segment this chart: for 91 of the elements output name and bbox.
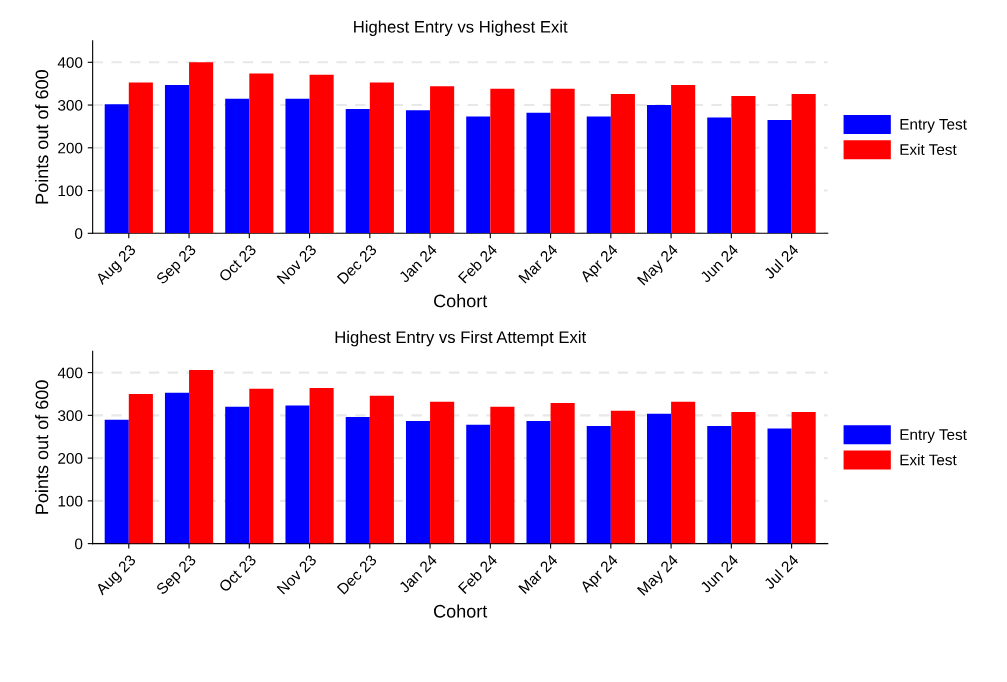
bar bbox=[285, 98, 310, 234]
x-tick-label: Jul 24 bbox=[762, 243, 800, 280]
bar bbox=[225, 406, 250, 544]
x-tick-label: Jan 24 bbox=[398, 243, 438, 284]
x-tick-label: Mar 24 bbox=[518, 553, 559, 595]
bar bbox=[707, 426, 732, 544]
bar bbox=[285, 405, 310, 544]
x-tick-label: Aug 23 bbox=[94, 554, 139, 598]
x-tick-label: May 24 bbox=[636, 553, 681, 598]
bar bbox=[610, 93, 635, 234]
bar bbox=[164, 84, 190, 234]
legend-label: Exit Test bbox=[900, 143, 957, 155]
bar bbox=[369, 82, 394, 234]
bar bbox=[104, 104, 129, 234]
x-tick-label: Feb 24 bbox=[457, 553, 498, 595]
bar bbox=[550, 88, 575, 234]
bar bbox=[189, 370, 214, 544]
x-tick-label: Oct 23 bbox=[218, 243, 257, 283]
bar bbox=[707, 117, 732, 234]
x-tick-label: Nov 23 bbox=[276, 243, 318, 285]
y-tick-label: 200 bbox=[58, 142, 83, 154]
bar bbox=[430, 86, 455, 234]
bar bbox=[526, 420, 551, 544]
bar bbox=[345, 417, 370, 544]
x-tick-label: Dec 23 bbox=[336, 554, 378, 595]
x-tick-label: Aug 23 bbox=[94, 243, 139, 288]
bar bbox=[791, 93, 816, 234]
x-tick-label: Mar 24 bbox=[518, 243, 559, 284]
bar bbox=[164, 392, 190, 544]
bar bbox=[309, 388, 334, 544]
chart-title: Highest Entry vs First Attempt Exit bbox=[335, 330, 587, 347]
legend-label: Exit Test bbox=[900, 454, 957, 466]
bar bbox=[249, 388, 274, 544]
x-tick-label: Apr 24 bbox=[579, 553, 621, 596]
legend-label: Entry Test bbox=[900, 119, 967, 133]
y-axis-title: Points out of 600 bbox=[35, 380, 49, 514]
chart-title: Highest Entry vs Highest Exit bbox=[354, 20, 568, 37]
bar bbox=[405, 110, 431, 234]
y-tick-label: 300 bbox=[58, 410, 83, 422]
y-tick-label: 200 bbox=[58, 452, 83, 464]
bar bbox=[767, 120, 792, 234]
bar bbox=[791, 411, 816, 544]
bar bbox=[767, 428, 792, 544]
bar bbox=[586, 426, 611, 544]
y-tick-label: 400 bbox=[57, 57, 83, 68]
x-tick-label: Jan 24 bbox=[398, 553, 438, 594]
bar bbox=[189, 62, 214, 234]
bar bbox=[466, 424, 491, 544]
y-tick-label: 100 bbox=[58, 185, 83, 197]
bar bbox=[646, 413, 672, 544]
bar bbox=[309, 74, 334, 234]
y-tick-label: 100 bbox=[58, 495, 83, 507]
x-tick-label: Jun 24 bbox=[699, 243, 739, 284]
bar bbox=[128, 82, 153, 234]
x-tick-label: Apr 24 bbox=[579, 243, 621, 285]
bar bbox=[490, 406, 515, 544]
x-axis-title: Cohort bbox=[434, 294, 488, 308]
bar bbox=[249, 73, 274, 234]
bar bbox=[586, 116, 611, 234]
y-tick-label: 0 bbox=[75, 538, 83, 550]
bar bbox=[550, 402, 575, 544]
bar bbox=[610, 410, 635, 544]
x-tick-label: Dec 23 bbox=[336, 243, 378, 285]
bar bbox=[128, 393, 153, 544]
bar bbox=[345, 108, 370, 234]
y-tick-label: 400 bbox=[57, 367, 83, 379]
bar bbox=[671, 84, 696, 234]
bar bbox=[731, 96, 756, 234]
x-tick-label: Jun 24 bbox=[699, 553, 739, 594]
bar bbox=[490, 88, 515, 234]
bar bbox=[731, 411, 756, 544]
x-tick-label: Nov 23 bbox=[276, 554, 318, 595]
x-tick-label: Sep 23 bbox=[155, 554, 199, 598]
x-tick-label: Jul 24 bbox=[762, 553, 800, 590]
x-tick-label: Feb 24 bbox=[457, 243, 498, 284]
bar bbox=[369, 395, 394, 544]
bar bbox=[466, 116, 491, 234]
bar bbox=[225, 98, 250, 234]
legend-label: Entry Test bbox=[900, 429, 967, 444]
x-tick-label: Sep 23 bbox=[155, 243, 199, 287]
bar bbox=[526, 112, 551, 234]
x-tick-label: Oct 23 bbox=[218, 554, 257, 593]
bar bbox=[104, 419, 129, 544]
y-tick-label: 300 bbox=[58, 99, 83, 111]
y-tick-label: 0 bbox=[75, 228, 83, 239]
bar bbox=[671, 401, 696, 544]
bar bbox=[405, 420, 431, 544]
x-axis-title: Cohort bbox=[434, 604, 488, 618]
y-axis-title: Points out of 600 bbox=[35, 70, 49, 204]
bar bbox=[646, 105, 672, 234]
bar bbox=[430, 401, 455, 544]
